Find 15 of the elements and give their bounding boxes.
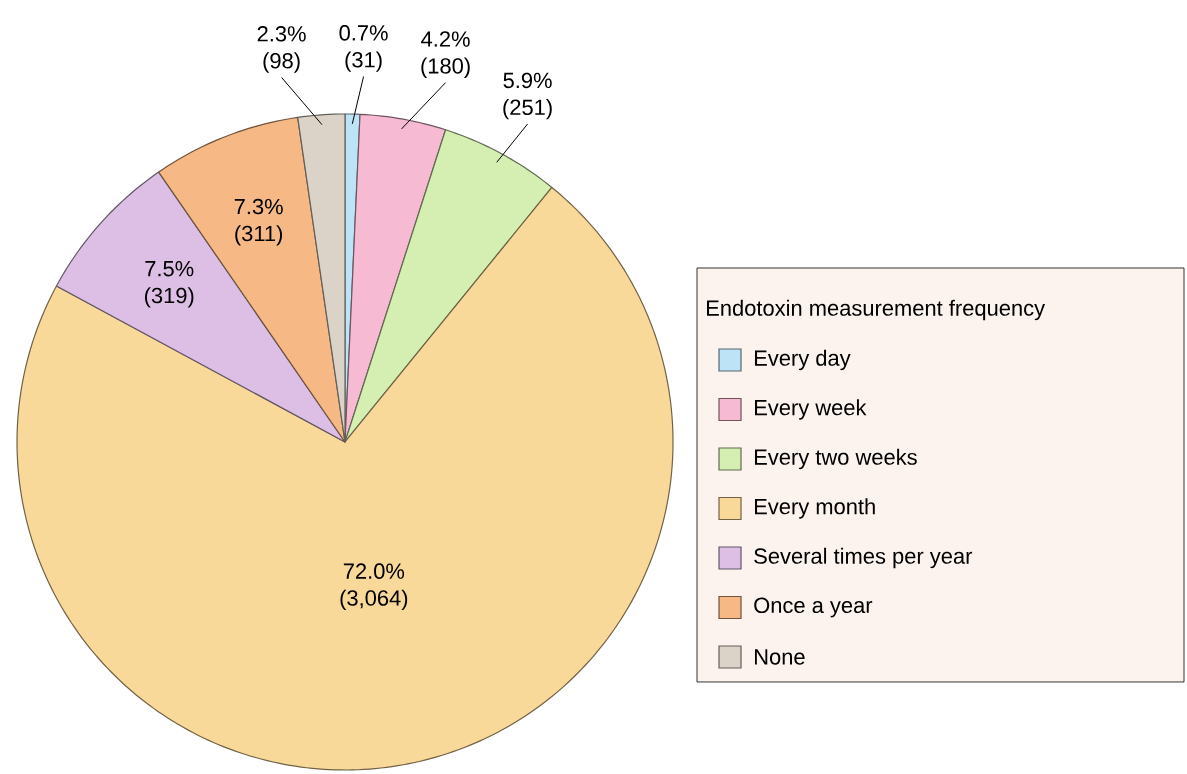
legend-label: Every day xyxy=(755,349,851,371)
legend-label: None xyxy=(755,649,805,665)
data-label: 2.3% (98) xyxy=(257,26,306,73)
legend-label: Every month xyxy=(755,498,875,519)
data-label: 5.9% (251) xyxy=(503,72,552,120)
legend-label: Every week xyxy=(755,399,867,420)
legend-label: Once a year xyxy=(754,597,873,618)
data-label: 72.0% (3,064) xyxy=(340,563,408,611)
data-label: 0.7% (31) xyxy=(339,25,388,72)
data-label: 7.3% (311) xyxy=(234,198,283,246)
data-label: 7.5% (319) xyxy=(144,260,194,308)
legend-label: Several times per year xyxy=(754,547,973,569)
legend-label: Every two weeks xyxy=(755,448,917,470)
data-label: 4.2% (180) xyxy=(421,31,470,79)
legend-title: Endotoxin measurement frequency xyxy=(707,299,1046,321)
